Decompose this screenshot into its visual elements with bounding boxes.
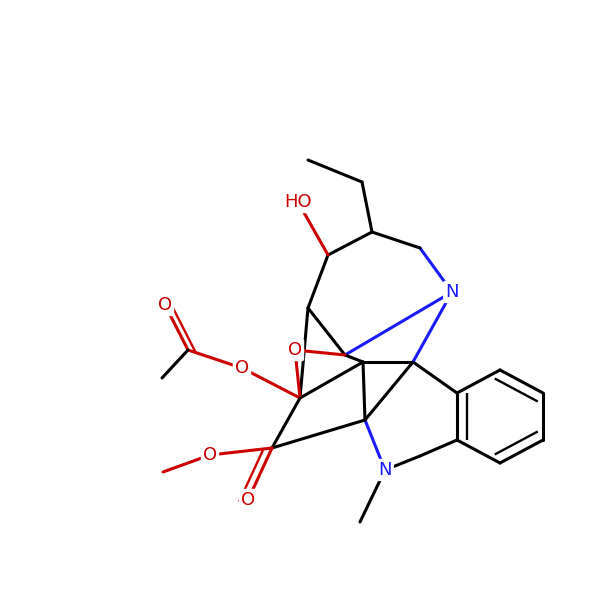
Text: O: O (288, 341, 302, 359)
Text: O: O (241, 491, 255, 509)
Text: O: O (158, 296, 172, 314)
Text: O: O (203, 446, 217, 464)
Text: N: N (378, 461, 392, 479)
Text: HO: HO (284, 193, 312, 211)
Text: O: O (235, 359, 249, 377)
Text: N: N (445, 283, 459, 301)
